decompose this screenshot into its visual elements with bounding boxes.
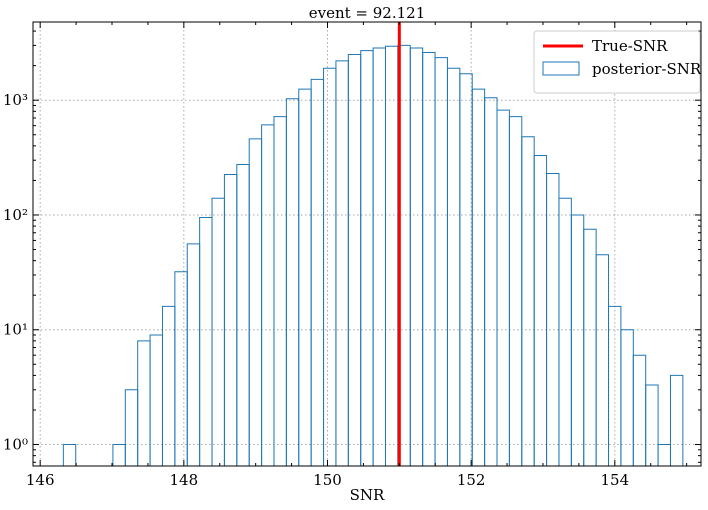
- legend: True-SNR posterior-SNR: [533, 30, 702, 94]
- histogram-bin: [62, 444, 77, 466]
- histogram-bin: [459, 73, 473, 466]
- chart-title: event = 92.121: [309, 4, 426, 22]
- grid-lines: [33, 22, 701, 466]
- histogram-bin: [546, 172, 560, 466]
- histogram-bin: [484, 97, 498, 466]
- histogram-bin: [211, 197, 225, 466]
- histogram-bin: [137, 340, 151, 466]
- histogram-bin: [446, 67, 461, 466]
- histogram-bin: [384, 45, 399, 466]
- x-tick-label: 152: [457, 471, 486, 489]
- histogram-bin: [360, 50, 374, 466]
- histogram-bin: [161, 305, 176, 466]
- histogram-bin: [149, 334, 163, 466]
- histogram-bin: [186, 243, 201, 466]
- histogram-bin: [335, 60, 349, 466]
- x-tick-label: 150: [313, 471, 342, 489]
- histogram-bin: [199, 217, 213, 466]
- histogram-bin: [124, 389, 139, 466]
- histogram-bin: [310, 78, 325, 466]
- histogram-bin: [323, 67, 337, 466]
- histogram-bin: [261, 124, 275, 466]
- y-tick-label: 10³: [3, 91, 28, 109]
- histogram-bin: [645, 384, 659, 466]
- histogram-bin: [273, 116, 287, 466]
- histogram-bin: [471, 88, 486, 466]
- histogram-bin: [508, 116, 523, 466]
- histogram-bin: [174, 271, 188, 466]
- y-tick-label: 10¹: [3, 321, 28, 339]
- y-tick-label: 10²: [3, 206, 28, 224]
- histogram-bin: [434, 57, 448, 466]
- histogram-bin: [533, 154, 548, 466]
- histogram-bin: [521, 136, 535, 466]
- legend-true-snr-label: True-SNR: [592, 37, 668, 55]
- histogram-bin: [285, 98, 300, 466]
- x-tick-label: 146: [26, 471, 55, 489]
- axis-ticks: 146 148 150 152 154 10⁰ 10¹ 10² 10³: [3, 22, 701, 489]
- x-tick-label: 148: [170, 471, 199, 489]
- histogram-bin: [657, 444, 671, 466]
- histogram-bin: [223, 174, 238, 466]
- posterior-histogram: [62, 44, 684, 466]
- histogram-bin: [620, 329, 634, 466]
- histogram-bin: [112, 444, 126, 466]
- histogram-bin: [298, 88, 312, 466]
- histogram-bin: [248, 138, 263, 466]
- legend-posterior-snr-label: posterior-SNR: [592, 60, 702, 78]
- histogram-bin: [669, 374, 684, 466]
- histogram-bin: [372, 47, 386, 466]
- histogram-bin: [595, 254, 610, 466]
- y-tick-label: 10⁰: [3, 436, 28, 454]
- histogram-bin: [496, 109, 510, 466]
- histogram-bin: [570, 214, 585, 466]
- legend-posterior-snr-swatch: [542, 61, 580, 76]
- histogram-bin: [422, 52, 436, 466]
- histogram-bin: [583, 228, 597, 466]
- histogram-bin: [409, 47, 424, 466]
- histogram-bin: [632, 354, 647, 466]
- histogram-bin: [558, 197, 572, 466]
- plot-frame: [32, 21, 702, 467]
- x-axis-label: SNR: [350, 486, 385, 504]
- histogram-bin: [236, 164, 250, 466]
- x-tick-label: 154: [600, 471, 629, 489]
- histogram-bin: [347, 54, 362, 466]
- axes-frame: [32, 21, 702, 467]
